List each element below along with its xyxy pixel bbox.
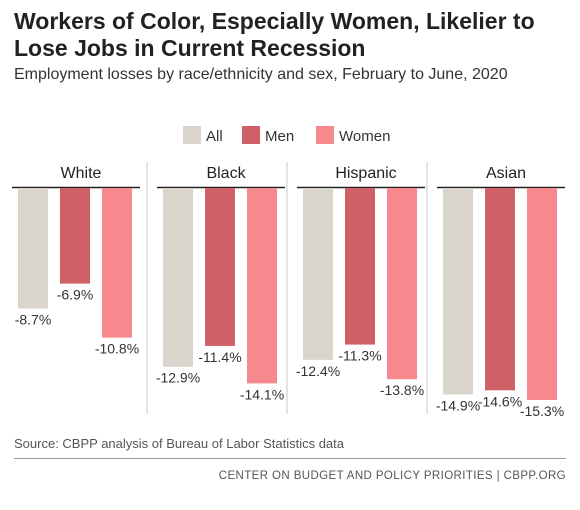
source-note: Source: CBPP analysis of Bureau of Labor… xyxy=(14,436,344,451)
data-label-black-women: -14.1% xyxy=(240,386,284,402)
data-label-black-men: -11.4% xyxy=(198,349,241,365)
legend-swatch-women xyxy=(316,126,334,144)
bar-black-women xyxy=(247,188,277,384)
data-label-asian-all: -14.9% xyxy=(436,397,480,413)
bar-asian-women xyxy=(527,188,557,400)
legend-label-men: Men xyxy=(265,128,294,145)
data-label-white-men: -6.9% xyxy=(57,287,94,303)
chart-subtitle: Employment losses by race/ethnicity and … xyxy=(14,66,508,83)
legend-label-women: Women xyxy=(339,128,390,145)
footer-divider xyxy=(14,458,566,459)
bar-asian-men xyxy=(485,188,515,391)
chart-area: All Men Women White -8.7% -6.9% -10.8% Black -1… xyxy=(12,126,565,419)
bar-white-all xyxy=(18,188,48,309)
chart-panels: White -8.7% -6.9% -10.8% Black -12.9% -11.4% -1… xyxy=(12,162,565,419)
chart-title: Workers of Color, Especially Women, Like… xyxy=(14,8,535,61)
panel-label-hispanic: Hispanic xyxy=(335,165,396,182)
data-label-asian-men: -14.6% xyxy=(478,393,522,409)
bar-asian-all xyxy=(443,188,473,395)
legend-swatch-all xyxy=(183,126,201,144)
footer-credit: CENTER ON BUDGET AND POLICY PRIORITIES |… xyxy=(218,470,566,482)
data-label-asian-women: -15.3% xyxy=(520,403,564,419)
bar-hispanic-men xyxy=(345,188,375,345)
legend: All Men Women xyxy=(183,126,390,145)
data-label-hispanic-men: -11.3% xyxy=(338,348,381,364)
bar-white-men xyxy=(60,188,90,284)
legend-label-all: All xyxy=(206,128,223,145)
bar-black-all xyxy=(163,188,193,367)
panel-label-asian: Asian xyxy=(486,165,526,182)
bar-hispanic-all xyxy=(303,188,333,360)
panel-label-black: Black xyxy=(206,165,246,182)
data-label-black-all: -12.9% xyxy=(156,370,200,386)
data-label-hispanic-all: -12.4% xyxy=(296,363,340,379)
bar-black-men xyxy=(205,188,235,346)
data-label-white-all: -8.7% xyxy=(15,312,52,328)
data-label-white-women: -10.8% xyxy=(95,341,139,357)
panel-label-white: White xyxy=(61,165,102,182)
data-label-hispanic-women: -13.8% xyxy=(380,382,424,398)
bar-white-women xyxy=(102,188,132,338)
legend-swatch-men xyxy=(242,126,260,144)
bar-hispanic-women xyxy=(387,188,417,380)
